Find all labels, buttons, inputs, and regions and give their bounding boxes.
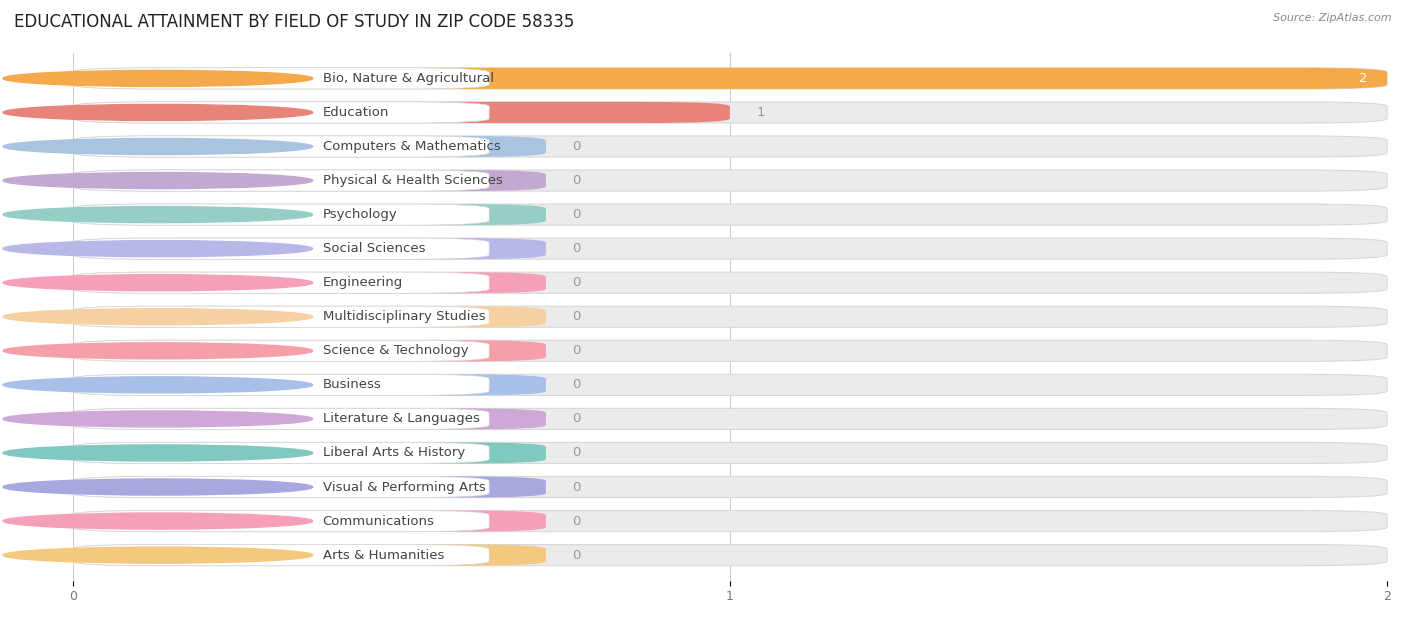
FancyBboxPatch shape — [73, 136, 546, 157]
FancyBboxPatch shape — [73, 170, 1388, 191]
FancyBboxPatch shape — [73, 476, 546, 498]
FancyBboxPatch shape — [73, 238, 1388, 259]
Text: 0: 0 — [572, 345, 581, 357]
FancyBboxPatch shape — [73, 68, 1388, 89]
FancyBboxPatch shape — [73, 545, 546, 565]
Text: 1: 1 — [756, 106, 765, 119]
Text: 0: 0 — [572, 379, 581, 391]
FancyBboxPatch shape — [73, 68, 489, 89]
FancyBboxPatch shape — [73, 340, 1388, 362]
FancyBboxPatch shape — [73, 340, 489, 362]
Text: Arts & Humanities: Arts & Humanities — [322, 548, 444, 562]
FancyBboxPatch shape — [73, 102, 489, 123]
Text: Literature & Languages: Literature & Languages — [322, 413, 479, 425]
Circle shape — [3, 104, 312, 121]
Text: 0: 0 — [572, 310, 581, 323]
FancyBboxPatch shape — [73, 476, 489, 498]
Circle shape — [3, 377, 312, 393]
Circle shape — [3, 445, 312, 461]
Text: Source: ZipAtlas.com: Source: ZipAtlas.com — [1274, 13, 1392, 23]
Text: Science & Technology: Science & Technology — [322, 345, 468, 357]
FancyBboxPatch shape — [73, 374, 1388, 396]
Text: Engineering: Engineering — [322, 276, 404, 289]
Text: Visual & Performing Arts: Visual & Performing Arts — [322, 481, 485, 493]
FancyBboxPatch shape — [73, 476, 1388, 498]
Text: 0: 0 — [572, 548, 581, 562]
Text: Social Sciences: Social Sciences — [322, 242, 425, 255]
Circle shape — [3, 138, 312, 155]
Circle shape — [3, 513, 312, 529]
FancyBboxPatch shape — [73, 68, 1388, 89]
Text: Education: Education — [322, 106, 389, 119]
Circle shape — [3, 71, 312, 86]
Text: 0: 0 — [572, 413, 581, 425]
Text: Liberal Arts & History: Liberal Arts & History — [322, 447, 465, 459]
Text: 0: 0 — [572, 481, 581, 493]
Text: Communications: Communications — [322, 514, 434, 528]
Circle shape — [3, 172, 312, 189]
FancyBboxPatch shape — [73, 545, 489, 565]
Text: Computers & Mathematics: Computers & Mathematics — [322, 140, 501, 153]
Circle shape — [3, 309, 312, 325]
Circle shape — [3, 411, 312, 427]
FancyBboxPatch shape — [73, 408, 1388, 430]
FancyBboxPatch shape — [73, 204, 1388, 225]
FancyBboxPatch shape — [73, 408, 546, 430]
FancyBboxPatch shape — [73, 272, 1388, 293]
FancyBboxPatch shape — [73, 442, 546, 464]
FancyBboxPatch shape — [73, 374, 489, 396]
Circle shape — [3, 343, 312, 359]
FancyBboxPatch shape — [73, 204, 489, 225]
Text: 0: 0 — [572, 242, 581, 255]
FancyBboxPatch shape — [73, 170, 489, 191]
FancyBboxPatch shape — [73, 102, 1388, 123]
FancyBboxPatch shape — [73, 340, 546, 362]
FancyBboxPatch shape — [73, 170, 546, 191]
FancyBboxPatch shape — [73, 238, 489, 259]
Circle shape — [3, 274, 312, 291]
FancyBboxPatch shape — [73, 374, 546, 396]
Text: 0: 0 — [572, 447, 581, 459]
Text: Psychology: Psychology — [322, 208, 398, 221]
FancyBboxPatch shape — [73, 510, 489, 532]
Circle shape — [3, 479, 312, 495]
FancyBboxPatch shape — [73, 510, 1388, 532]
Text: 0: 0 — [572, 276, 581, 289]
FancyBboxPatch shape — [73, 510, 546, 532]
Circle shape — [3, 206, 312, 223]
Text: 0: 0 — [572, 208, 581, 221]
Text: EDUCATIONAL ATTAINMENT BY FIELD OF STUDY IN ZIP CODE 58335: EDUCATIONAL ATTAINMENT BY FIELD OF STUDY… — [14, 13, 575, 31]
FancyBboxPatch shape — [73, 136, 489, 157]
FancyBboxPatch shape — [73, 204, 546, 225]
FancyBboxPatch shape — [73, 306, 546, 327]
Text: 2: 2 — [1358, 72, 1368, 85]
FancyBboxPatch shape — [73, 238, 546, 259]
Text: 0: 0 — [572, 140, 581, 153]
Text: 0: 0 — [572, 174, 581, 187]
Text: Multidisciplinary Studies: Multidisciplinary Studies — [322, 310, 485, 323]
FancyBboxPatch shape — [73, 136, 1388, 157]
FancyBboxPatch shape — [73, 272, 546, 293]
Circle shape — [3, 547, 312, 563]
FancyBboxPatch shape — [73, 306, 1388, 327]
Circle shape — [3, 240, 312, 257]
FancyBboxPatch shape — [73, 272, 489, 293]
Text: Business: Business — [322, 379, 381, 391]
Text: Physical & Health Sciences: Physical & Health Sciences — [322, 174, 502, 187]
FancyBboxPatch shape — [73, 408, 489, 430]
Text: 0: 0 — [572, 514, 581, 528]
FancyBboxPatch shape — [73, 442, 1388, 464]
Text: Bio, Nature & Agricultural: Bio, Nature & Agricultural — [322, 72, 494, 85]
FancyBboxPatch shape — [73, 442, 489, 464]
FancyBboxPatch shape — [73, 306, 489, 327]
FancyBboxPatch shape — [73, 102, 730, 123]
FancyBboxPatch shape — [73, 545, 1388, 565]
